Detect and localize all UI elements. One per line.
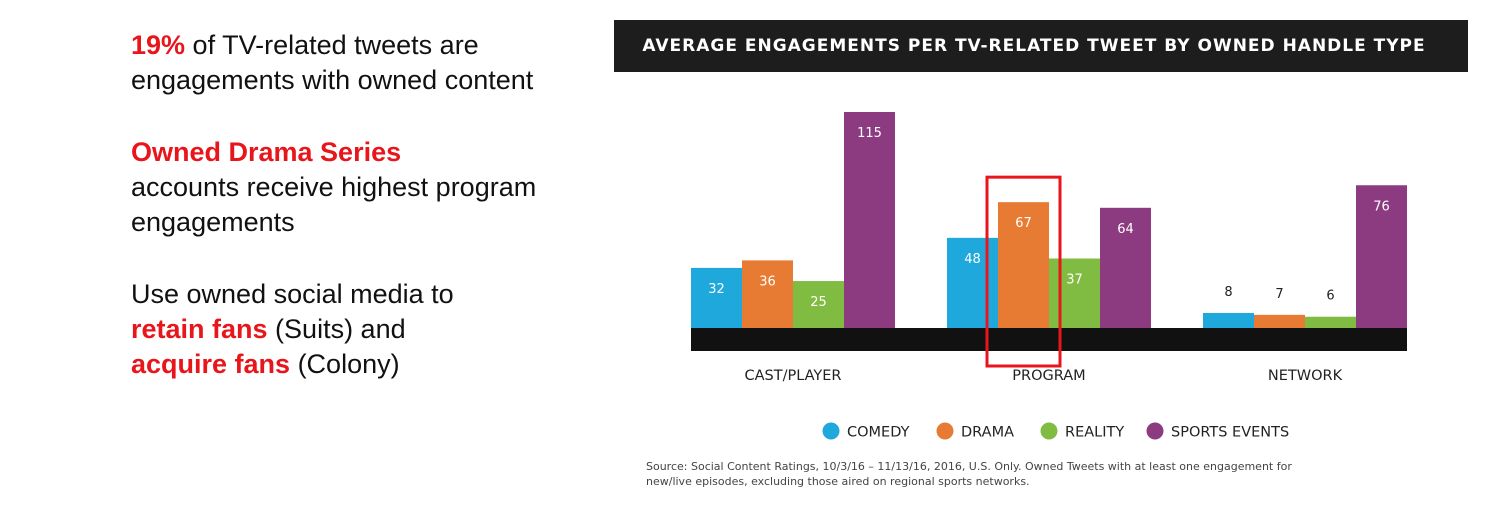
bar-cast-player-reality (793, 281, 844, 328)
bar-cast-player-sports-events (844, 112, 895, 328)
retain-fans-highlight: retain fans (131, 314, 268, 344)
bar-program-drama (998, 202, 1049, 328)
legend-marker-reality (1040, 422, 1058, 440)
data-label-network-sports-events: 76 (1373, 199, 1390, 214)
retain-fans-text: (Suits) and (267, 314, 406, 344)
data-label-program-reality: 37 (1066, 273, 1083, 288)
legend-label-reality: REALITY (1065, 425, 1124, 441)
finding-owned-share: 19% of TV-related tweets are engagements… (131, 28, 571, 98)
data-label-program-comedy: 48 (964, 252, 981, 267)
finding-drama-series: Owned Drama Series accounts receive highe… (131, 135, 571, 240)
acquire-fans-text: (Colony) (290, 349, 400, 379)
data-label-cast-player-comedy: 32 (708, 282, 725, 297)
category-label-cast-player: CAST/PLAYER (744, 368, 841, 384)
bar-network-sports-events (1356, 185, 1407, 328)
baseline-band (691, 328, 1407, 351)
data-label-network-reality: 6 (1326, 289, 1334, 304)
owned-share-text: of TV-related tweets are engagements wit… (131, 30, 534, 95)
bar-network-drama (1254, 314, 1305, 328)
category-label-program: PROGRAM (1012, 368, 1085, 384)
data-label-network-drama: 7 (1275, 287, 1283, 302)
social-media-text: Use owned social media to (131, 279, 454, 309)
legend-marker-drama (936, 422, 954, 440)
data-label-program-drama: 67 (1015, 216, 1032, 231)
drama-series-highlight: Owned Drama Series (131, 137, 402, 167)
drama-series-text: accounts receive highest program engagem… (131, 172, 537, 237)
bar-program-reality (1049, 258, 1100, 328)
engagement-chart: AVERAGE ENGAGEMENTS PER TV-RELATED TWEET… (614, 20, 1468, 500)
category-label-network: NETWORK (1268, 368, 1343, 384)
bar-cast-player-comedy (691, 267, 742, 328)
data-label-cast-player-drama: 36 (759, 274, 776, 289)
bar-network-reality (1305, 316, 1356, 328)
data-label-cast-player-reality: 25 (810, 295, 827, 310)
data-label-cast-player-sports-events: 115 (857, 126, 882, 141)
acquire-fans-highlight: acquire fans (131, 349, 291, 379)
key-findings-panel: 19% of TV-related tweets are engagements… (131, 28, 571, 419)
chart-title: AVERAGE ENGAGEMENTS PER TV-RELATED TWEET… (642, 36, 1426, 56)
bar-program-sports-events (1100, 207, 1151, 328)
bar-program-comedy (947, 237, 998, 328)
bar-network-comedy (1203, 312, 1254, 328)
data-label-program-sports-events: 64 (1117, 222, 1134, 237)
finding-social-media: Use owned social media to retain fans (Su… (131, 277, 571, 382)
source-note: Source: Social Content Ratings, 10/3/16 … (646, 460, 1292, 488)
highlight-box (985, 175, 1062, 368)
data-label-network-comedy: 8 (1224, 285, 1232, 300)
legend-marker-sports-events (1146, 422, 1164, 440)
bar-cast-player-drama (742, 260, 793, 328)
legend-label-drama: DRAMA (961, 425, 1014, 441)
legend-label-sports-events: SPORTS EVENTS (1171, 425, 1289, 441)
legend-label-comedy: COMEDY (847, 425, 910, 441)
chart-title-bar: AVERAGE ENGAGEMENTS PER TV-RELATED TWEET… (614, 20, 1468, 72)
owned-share-highlight: 19% (131, 30, 186, 60)
legend-marker-comedy (822, 422, 840, 440)
